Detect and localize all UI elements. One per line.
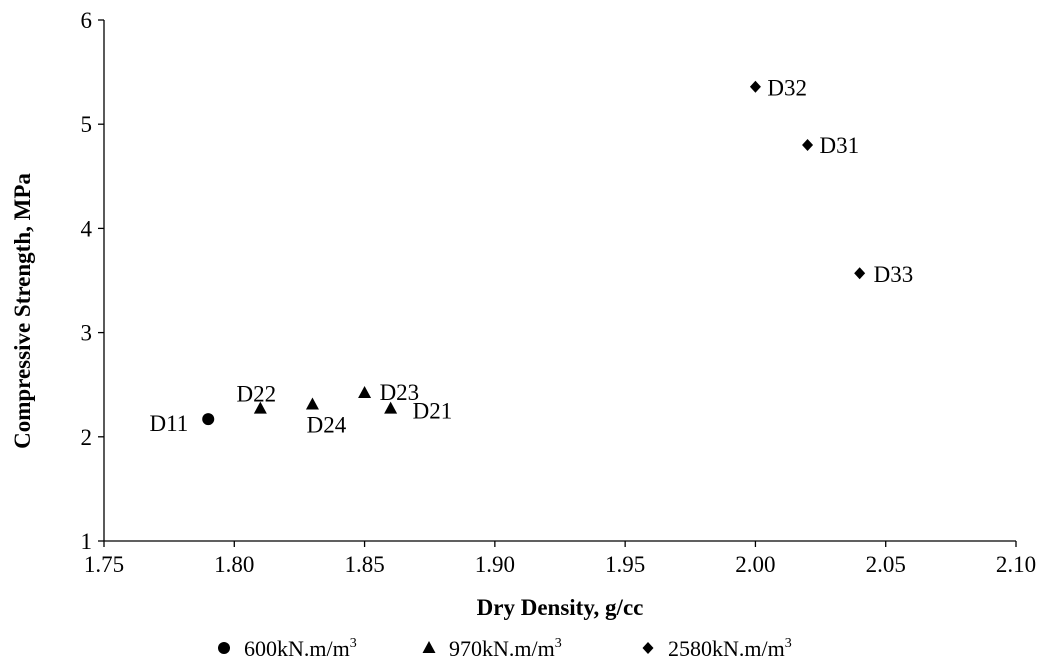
- point-label: D31: [820, 133, 860, 158]
- x-tick-label: 1.95: [605, 552, 645, 577]
- y-tick-label: 5: [81, 112, 93, 137]
- data-point: [749, 80, 761, 93]
- x-tick-label: 1.85: [344, 552, 384, 577]
- point-label: D23: [380, 380, 420, 405]
- data-point: [202, 413, 215, 426]
- x-tick-label: 2.10: [996, 552, 1036, 577]
- legend-marker: [218, 642, 230, 654]
- x-ticks: 1.75 1.80 1.85 1.90 1.95 2.00 2.05 2.10: [84, 541, 1036, 577]
- point-label: D32: [767, 76, 807, 101]
- legend-label-text: 970kN.m/m: [449, 636, 555, 661]
- legend-marker: [642, 642, 654, 654]
- data-point: [305, 397, 319, 410]
- x-tick-label: 1.80: [214, 552, 254, 577]
- y-tick-label: 3: [81, 321, 93, 346]
- legend-label-superscript: 3: [785, 636, 792, 651]
- point-label: D21: [413, 399, 453, 424]
- y-ticks: 1 2 3 4 5 6: [81, 8, 104, 554]
- x-axis-title: Dry Density, g/cc: [477, 595, 644, 620]
- legend-label-superscript: 3: [555, 636, 562, 651]
- y-axis-title: Compressive Strength, MPa: [10, 173, 35, 449]
- legend-item: 600kN.m/m3: [218, 636, 357, 661]
- legend-marker: [422, 641, 436, 653]
- x-tick-label: 1.75: [84, 552, 124, 577]
- legend-label: 600kN.m/m3: [244, 636, 357, 661]
- x-tick-label: 2.00: [735, 552, 775, 577]
- axes: [103, 20, 1016, 542]
- y-tick-label: 4: [81, 216, 93, 241]
- data-points: [202, 80, 866, 426]
- point-label: D22: [237, 382, 277, 407]
- legend: 600kN.m/m3 970kN.m/m3 2580kN.m/m3: [218, 636, 792, 661]
- data-point: [802, 139, 814, 152]
- x-tick-label: 1.90: [475, 552, 515, 577]
- legend-label: 2580kN.m/m3: [668, 636, 792, 661]
- data-point: [253, 401, 267, 414]
- legend-label-text: 2580kN.m/m: [668, 636, 785, 661]
- point-label: D33: [874, 262, 914, 287]
- legend-label-text: 600kN.m/m: [244, 636, 350, 661]
- data-point: [358, 386, 372, 399]
- y-tick-label: 6: [81, 8, 93, 33]
- legend-label-superscript: 3: [350, 636, 357, 651]
- y-tick-label: 2: [81, 425, 93, 450]
- point-label: D11: [149, 411, 188, 436]
- legend-label: 970kN.m/m3: [449, 636, 562, 661]
- y-tick-label: 1: [81, 529, 93, 554]
- legend-item: 2580kN.m/m3: [642, 636, 792, 661]
- data-point: [854, 267, 866, 280]
- point-label: D24: [307, 412, 347, 437]
- x-tick-label: 2.05: [866, 552, 906, 577]
- legend-item: 970kN.m/m3: [422, 636, 562, 661]
- data-point: [384, 401, 398, 414]
